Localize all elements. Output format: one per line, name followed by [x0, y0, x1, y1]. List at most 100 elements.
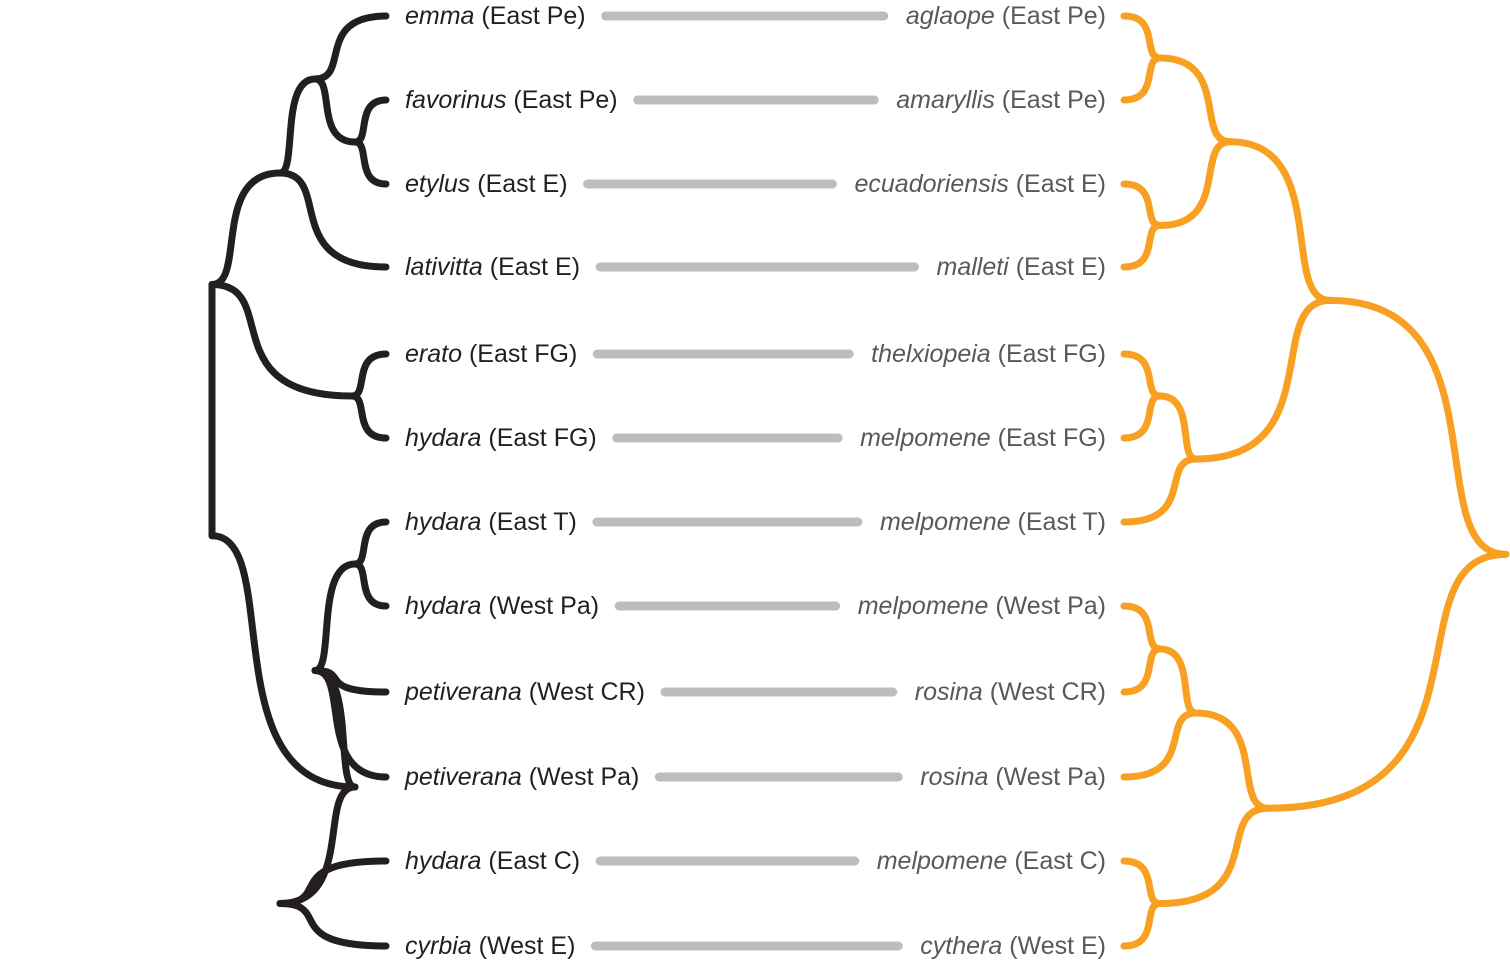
species-name: rosina — [914, 678, 983, 706]
left-taxon-label: emma (East Pe) — [405, 1, 586, 31]
right-taxon-label: ecuadoriensis (East E) — [854, 169, 1106, 199]
right-taxon-label: melpomene (East T) — [880, 507, 1106, 537]
region-name: (West Pa) — [528, 763, 640, 791]
right-tree-branch — [1326, 296, 1510, 558]
right-taxon-label: amaryllis (East Pe) — [896, 85, 1106, 115]
left-tree — [208, 12, 390, 950]
species-name: petiverana — [405, 678, 522, 706]
left-tree-branch — [311, 560, 359, 674]
right-tree-branch — [1120, 54, 1164, 104]
species-name: cyrbia — [405, 932, 472, 960]
left-tree-branch — [208, 169, 284, 288]
region-name: (West CR) — [989, 678, 1106, 706]
left-tree-branch — [276, 169, 390, 271]
left-taxon-label: hydara (East FG) — [405, 423, 597, 453]
species-name: erato — [405, 340, 462, 368]
right-taxon-label: aglaope (East Pe) — [906, 1, 1106, 31]
species-name: hydara — [405, 592, 482, 620]
region-name: (East C) — [1014, 847, 1106, 875]
left-tree-branch — [351, 138, 390, 188]
species-name: rosina — [920, 763, 989, 791]
right-tree-branch — [1120, 602, 1164, 653]
region-name: (East FG) — [997, 340, 1106, 368]
right-tree-branch — [1192, 709, 1272, 812]
left-tree-branch — [348, 392, 390, 442]
region-name: (East E) — [1015, 253, 1106, 281]
left-tree-branch — [311, 12, 390, 83]
right-taxon-label: rosina (West CR) — [915, 677, 1106, 707]
region-name: (West E) — [1009, 932, 1106, 960]
left-tree-branch — [311, 667, 390, 781]
right-taxon-label: melpomene (East FG) — [860, 423, 1106, 453]
region-name: (West E) — [478, 932, 576, 960]
left-tree-branch — [208, 532, 359, 791]
left-tree-branch — [351, 518, 390, 568]
region-name: (East T) — [488, 508, 577, 536]
right-tree-branch — [1156, 645, 1200, 717]
right-tree-branch — [1156, 392, 1200, 463]
region-name: (East FG) — [468, 340, 578, 368]
left-taxon-label: lativitta (East E) — [405, 252, 580, 282]
right-tree-branch — [1120, 392, 1164, 442]
right-tree-branch — [1120, 857, 1164, 907]
region-name: (East Pe) — [481, 2, 586, 30]
right-tree-branch — [1264, 550, 1510, 812]
species-name: melpomene — [876, 847, 1008, 875]
species-name: amaryllis — [896, 86, 995, 114]
left-taxon-label: petiverana (West Pa) — [405, 762, 639, 792]
right-tree-branch — [1120, 455, 1200, 526]
species-name: emma — [405, 2, 475, 30]
right-taxon-label: rosina (West Pa) — [920, 762, 1106, 792]
region-name: (East E) — [1015, 170, 1106, 198]
species-name: ecuadoriensis — [854, 170, 1009, 198]
left-tree-branch — [276, 75, 319, 177]
left-tree-branch — [276, 783, 359, 907]
right-tree-branch — [1120, 709, 1200, 781]
right-tree-branch — [1120, 222, 1164, 271]
species-name: petiverana — [405, 763, 522, 791]
right-tree-branch — [1120, 12, 1164, 62]
right-tree-branch — [1226, 138, 1334, 304]
region-name: (West Pa) — [995, 592, 1106, 620]
right-tree-branch — [1156, 804, 1272, 907]
left-tree-branch — [276, 900, 390, 950]
region-name: (East Pe) — [1001, 2, 1106, 30]
region-name: (West Pa) — [488, 592, 600, 620]
right-taxon-label: cythera (West E) — [920, 931, 1106, 961]
species-name: aglaope — [905, 2, 995, 30]
left-tree-branch — [351, 96, 390, 146]
left-taxon-label: etylus (East E) — [405, 169, 568, 199]
left-taxon-label: erato (East FG) — [405, 339, 577, 369]
left-taxon-label: hydara (East T) — [405, 507, 577, 537]
left-tree-branch — [311, 75, 359, 146]
right-tree-branch — [1120, 350, 1164, 400]
species-name: cythera — [920, 932, 1003, 960]
right-taxon-label: melpomene (East C) — [877, 846, 1106, 876]
region-name: (East Pe) — [1001, 86, 1106, 114]
right-tree-branch — [1120, 645, 1164, 696]
species-name: lativitta — [405, 253, 483, 281]
species-name: hydara — [405, 508, 482, 536]
left-taxon-label: cyrbia (West E) — [405, 931, 575, 961]
left-taxon-label: petiverana (West CR) — [405, 677, 645, 707]
species-name: etylus — [405, 170, 471, 198]
region-name: (East E) — [489, 253, 581, 281]
left-taxon-label: hydara (East C) — [405, 846, 580, 876]
right-tree-branch — [1120, 180, 1164, 229]
connector-lines — [583, 11, 919, 951]
species-name: melpomene — [857, 592, 989, 620]
region-name: (East E) — [477, 170, 568, 198]
left-tree-branch — [276, 857, 390, 907]
right-tree-branch — [1156, 54, 1234, 146]
region-name: (East C) — [488, 847, 581, 875]
region-name: (West Pa) — [995, 763, 1106, 791]
right-tree-branch — [1192, 296, 1334, 463]
right-taxon-label: thelxiopeia (East FG) — [871, 339, 1106, 369]
species-name: thelxiopeia — [871, 340, 991, 368]
species-name: malleti — [936, 253, 1009, 281]
region-name: (East FG) — [997, 424, 1106, 452]
region-name: (East FG) — [488, 424, 597, 452]
region-name: (East T) — [1017, 508, 1106, 536]
left-tree-branch — [351, 560, 390, 610]
